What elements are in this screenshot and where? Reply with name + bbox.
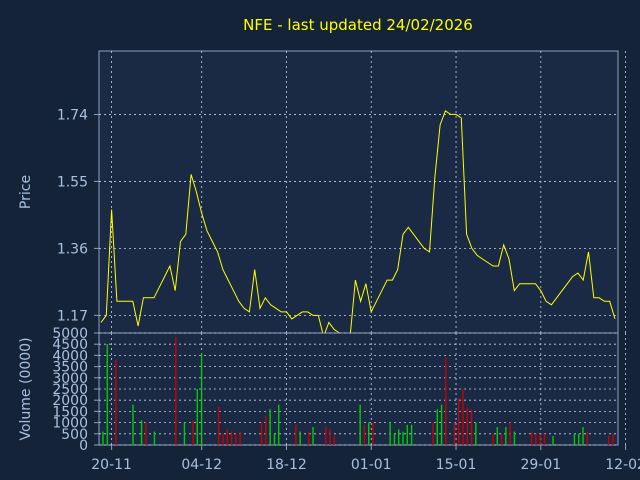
volume-y-tick-label: 1000 <box>52 416 88 432</box>
price-series-line <box>100 110 616 339</box>
price-y-tick-label: 1.55 <box>57 174 88 190</box>
volume-y-tick-label: 4500 <box>52 337 88 353</box>
x-tick-label: 12-02 <box>605 457 640 473</box>
price-y-tick-label: 1.74 <box>57 107 88 123</box>
volume-y-tick-label: 0 <box>79 438 88 454</box>
volume-y-tick-label: 3000 <box>52 371 88 387</box>
price-axis-label: Price <box>18 175 34 209</box>
price-y-ticks: 1.74 1.55 1.36 1.17 <box>57 107 99 324</box>
x-tick-label: 01-01 <box>351 457 392 473</box>
x-tick-label: 15-01 <box>436 457 477 473</box>
volume-y-tick-label: 4000 <box>52 348 88 364</box>
volume-panel: 5000450040003500300025002000150010005000… <box>18 326 626 454</box>
x-tick-label: 18-12 <box>266 457 307 473</box>
volume-y-tick-label: 2500 <box>52 382 88 398</box>
price-y-tick-label: 1.36 <box>57 241 88 257</box>
x-tick-label: 29-01 <box>520 457 561 473</box>
price-y-tick-label: 1.17 <box>57 308 88 324</box>
price-plot-frame <box>98 50 619 334</box>
volume-bars <box>102 337 614 445</box>
x-tick-label: 20-11 <box>91 457 132 473</box>
volume-y-tick-label: 2000 <box>52 393 88 409</box>
volume-y-tick-label: 1500 <box>52 404 88 420</box>
volume-axis-label: Volume (0000) <box>18 337 34 440</box>
volume-y-tick-label: 5000 <box>52 326 88 342</box>
x-axis-ticks: 20-11 04-12 18-12 01-01 15-01 29-01 12-02 <box>91 445 640 473</box>
price-panel: 1.74 1.55 1.36 1.17 Price <box>18 50 626 339</box>
x-tick-label: 04-12 <box>181 457 222 473</box>
volume-gridlines <box>99 332 626 446</box>
volume-y-tick-label: 500 <box>61 427 88 443</box>
volume-y-tick-label: 3500 <box>52 360 88 376</box>
chart-title: NFE - last updated 24/02/2026 <box>243 16 473 34</box>
price-gridlines <box>99 51 626 333</box>
